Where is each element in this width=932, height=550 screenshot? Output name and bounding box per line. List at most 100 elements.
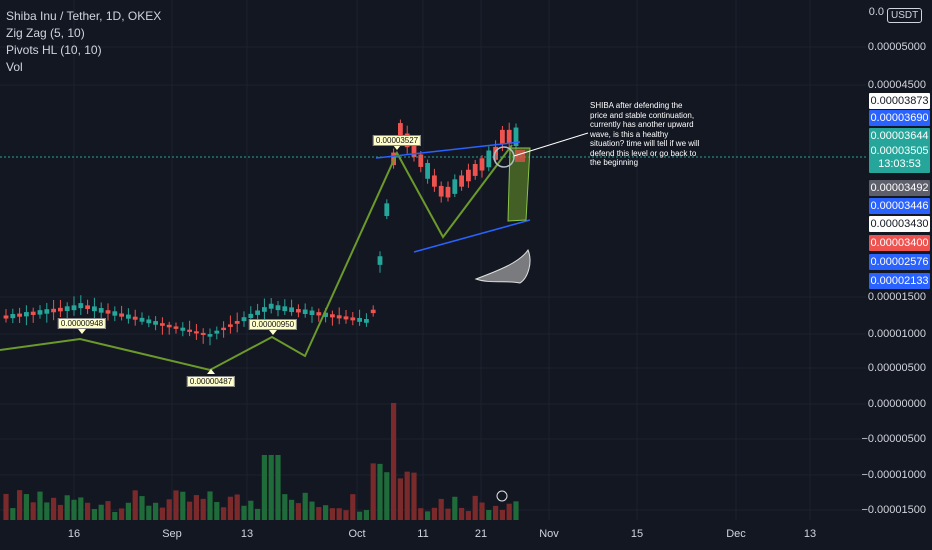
volume-bar xyxy=(255,508,261,520)
volume-bar xyxy=(234,494,240,520)
candle-body xyxy=(452,179,458,194)
price-tick-label: 0.00001500 xyxy=(867,291,926,303)
volume-bar xyxy=(166,499,172,520)
candle-body xyxy=(105,310,111,314)
candle-body xyxy=(64,306,70,312)
annotation-pointer xyxy=(513,132,589,157)
candle-body xyxy=(10,313,16,319)
volume-bar xyxy=(139,496,145,520)
volume-bar xyxy=(309,501,315,520)
zigzag-value-label: 0.00000950 xyxy=(248,319,298,330)
volume-bar xyxy=(51,497,57,520)
highlight-circle xyxy=(493,146,515,168)
volume-bar xyxy=(425,511,431,520)
volume-bar xyxy=(411,472,417,520)
volume-bar xyxy=(445,508,451,520)
price-tick-label: −0.00000500 xyxy=(861,433,926,445)
pivots-indicator-label[interactable]: Pivots HL (10, 10) xyxy=(6,43,102,57)
candle-body xyxy=(330,314,335,318)
volume-bar xyxy=(261,455,267,520)
zigzag-pivot-marker xyxy=(78,329,86,334)
volume-bar xyxy=(98,504,104,520)
candle-body xyxy=(119,313,124,317)
price-badge: 0.00003505 13:03:53 xyxy=(869,143,930,173)
volume-bar xyxy=(350,494,356,520)
volume-bar xyxy=(153,502,159,520)
volume-bar xyxy=(105,501,111,520)
zigzag-indicator-label[interactable]: Zig Zag (5, 10) xyxy=(6,26,85,40)
price-tick-label: −0.00001000 xyxy=(861,469,926,481)
volume-bar xyxy=(357,511,363,520)
volume-bar xyxy=(112,511,118,520)
candle-body xyxy=(71,305,77,311)
time-tick-label: 15 xyxy=(630,528,644,540)
candle-body xyxy=(58,307,63,312)
candle-body xyxy=(472,164,478,176)
volume-bar xyxy=(10,508,16,520)
candle-body xyxy=(370,309,376,314)
candle-body xyxy=(336,315,342,319)
candle-body xyxy=(160,323,165,326)
volume-highlight-circle xyxy=(496,490,508,502)
price-tick-label: 0.0 xyxy=(868,6,884,18)
volume-bar xyxy=(268,455,274,520)
price-badge: 0.00003446 xyxy=(869,198,930,214)
volume-bar xyxy=(23,494,29,520)
currency-button[interactable]: USDT xyxy=(887,8,923,23)
candle-body xyxy=(398,123,403,138)
channel-lower-line xyxy=(413,219,531,253)
candle-body xyxy=(289,307,294,313)
candle-body xyxy=(194,331,199,334)
price-badge: 0.00003873 xyxy=(869,93,930,109)
symbol-title[interactable]: Shiba Inu / Tether, 1D, OKEX xyxy=(6,9,162,23)
zigzag-value-label: 0.00003527 xyxy=(372,135,422,146)
volume-bar xyxy=(404,471,410,520)
candle-body xyxy=(438,185,444,197)
time-tick-label: 21 xyxy=(474,528,488,540)
volume-bar xyxy=(173,490,179,520)
idea-annotation-text: SHIBA after defending the price and stab… xyxy=(590,101,700,167)
volume-bar xyxy=(119,508,125,520)
volume-bar xyxy=(275,455,281,520)
candle-body xyxy=(221,327,226,331)
target-triangle xyxy=(507,147,531,222)
candle-body xyxy=(234,321,240,324)
volume-bar xyxy=(125,502,131,520)
candle-body xyxy=(316,312,322,316)
candle-body xyxy=(466,169,471,182)
volume-bar xyxy=(384,472,390,520)
curve-shape xyxy=(474,248,531,284)
volume-bar xyxy=(506,503,512,520)
volume-bar xyxy=(493,505,499,520)
volume-bar xyxy=(200,498,206,520)
candle-body xyxy=(459,175,464,187)
volume-bar xyxy=(329,508,335,520)
volume-bar xyxy=(336,508,342,520)
candle-body xyxy=(173,326,179,329)
volume-bar xyxy=(248,500,254,520)
candle-body xyxy=(343,316,349,320)
candle-body xyxy=(92,306,97,312)
zigzag-pivot-marker xyxy=(393,145,401,150)
volume-bar xyxy=(282,494,288,520)
volume-bar xyxy=(57,504,63,520)
zigzag-pivot-marker xyxy=(207,369,215,374)
volume-bar xyxy=(391,402,397,520)
candle-body xyxy=(357,317,362,322)
volume-indicator-label[interactable]: Vol xyxy=(6,60,23,74)
candle-body xyxy=(296,309,301,313)
volume-bar xyxy=(459,507,465,520)
volume-bar xyxy=(452,496,458,520)
candle-body xyxy=(3,315,9,319)
candle-body xyxy=(364,319,369,323)
volume-bar xyxy=(289,499,295,520)
volume-bar xyxy=(132,490,138,520)
candle-body xyxy=(248,313,254,319)
volume-bar xyxy=(295,503,301,520)
zigzag-pivot-marker xyxy=(269,330,277,335)
candle-body xyxy=(513,127,519,147)
volume-bar xyxy=(193,495,199,520)
volume-bar xyxy=(30,502,36,520)
price-badge: 0.00003430 xyxy=(869,216,930,232)
